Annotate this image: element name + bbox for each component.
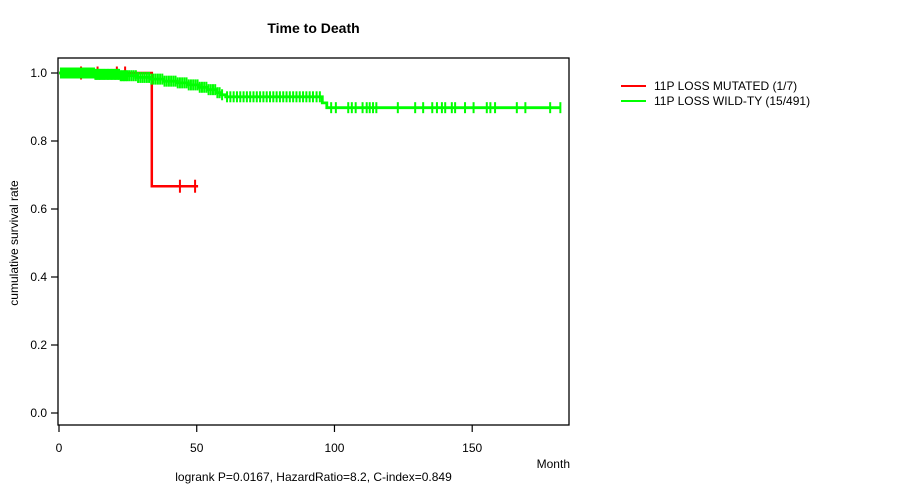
y-axis-tick-label: 0.2 <box>30 338 47 352</box>
y-axis-tick-label: 0.4 <box>30 270 47 284</box>
y-axis-tick-label: 0.0 <box>30 406 47 420</box>
y-axis-tick-label: 0.8 <box>30 134 47 148</box>
chart-title: Time to Death <box>267 20 360 36</box>
legend-item-mutated: 11P LOSS MUTATED (1/7) <box>621 79 810 94</box>
x-axis-tick-label: 50 <box>190 441 204 455</box>
x-axis-tick-label: 150 <box>462 441 482 455</box>
plot-border <box>57 57 570 426</box>
legend-line-wildtype <box>621 99 646 102</box>
legend: 11P LOSS MUTATED (1/7) 11P LOSS WILD-TY … <box>621 79 810 108</box>
x-axis-title: Month <box>536 457 570 471</box>
y-axis-title: cumulative survival rate <box>7 180 21 306</box>
legend-item-wildtype: 11P LOSS WILD-TY (15/491) <box>621 94 810 109</box>
x-axis-tick-label: 100 <box>324 441 344 455</box>
stats-annotation: logrank P=0.0167, HazardRatio=8.2, C-ind… <box>175 470 452 484</box>
legend-label-wildtype: 11P LOSS WILD-TY (15/491) <box>654 93 811 108</box>
x-axis-tick-label: 0 <box>56 441 63 455</box>
y-axis-tick-label: 1.0 <box>30 66 47 80</box>
legend-line-mutated <box>621 85 646 88</box>
legend-label-mutated: 11P LOSS MUTATED (1/7) <box>654 79 798 94</box>
y-axis-tick-label: 0.6 <box>30 202 47 216</box>
survival-curve-0 <box>59 71 199 188</box>
